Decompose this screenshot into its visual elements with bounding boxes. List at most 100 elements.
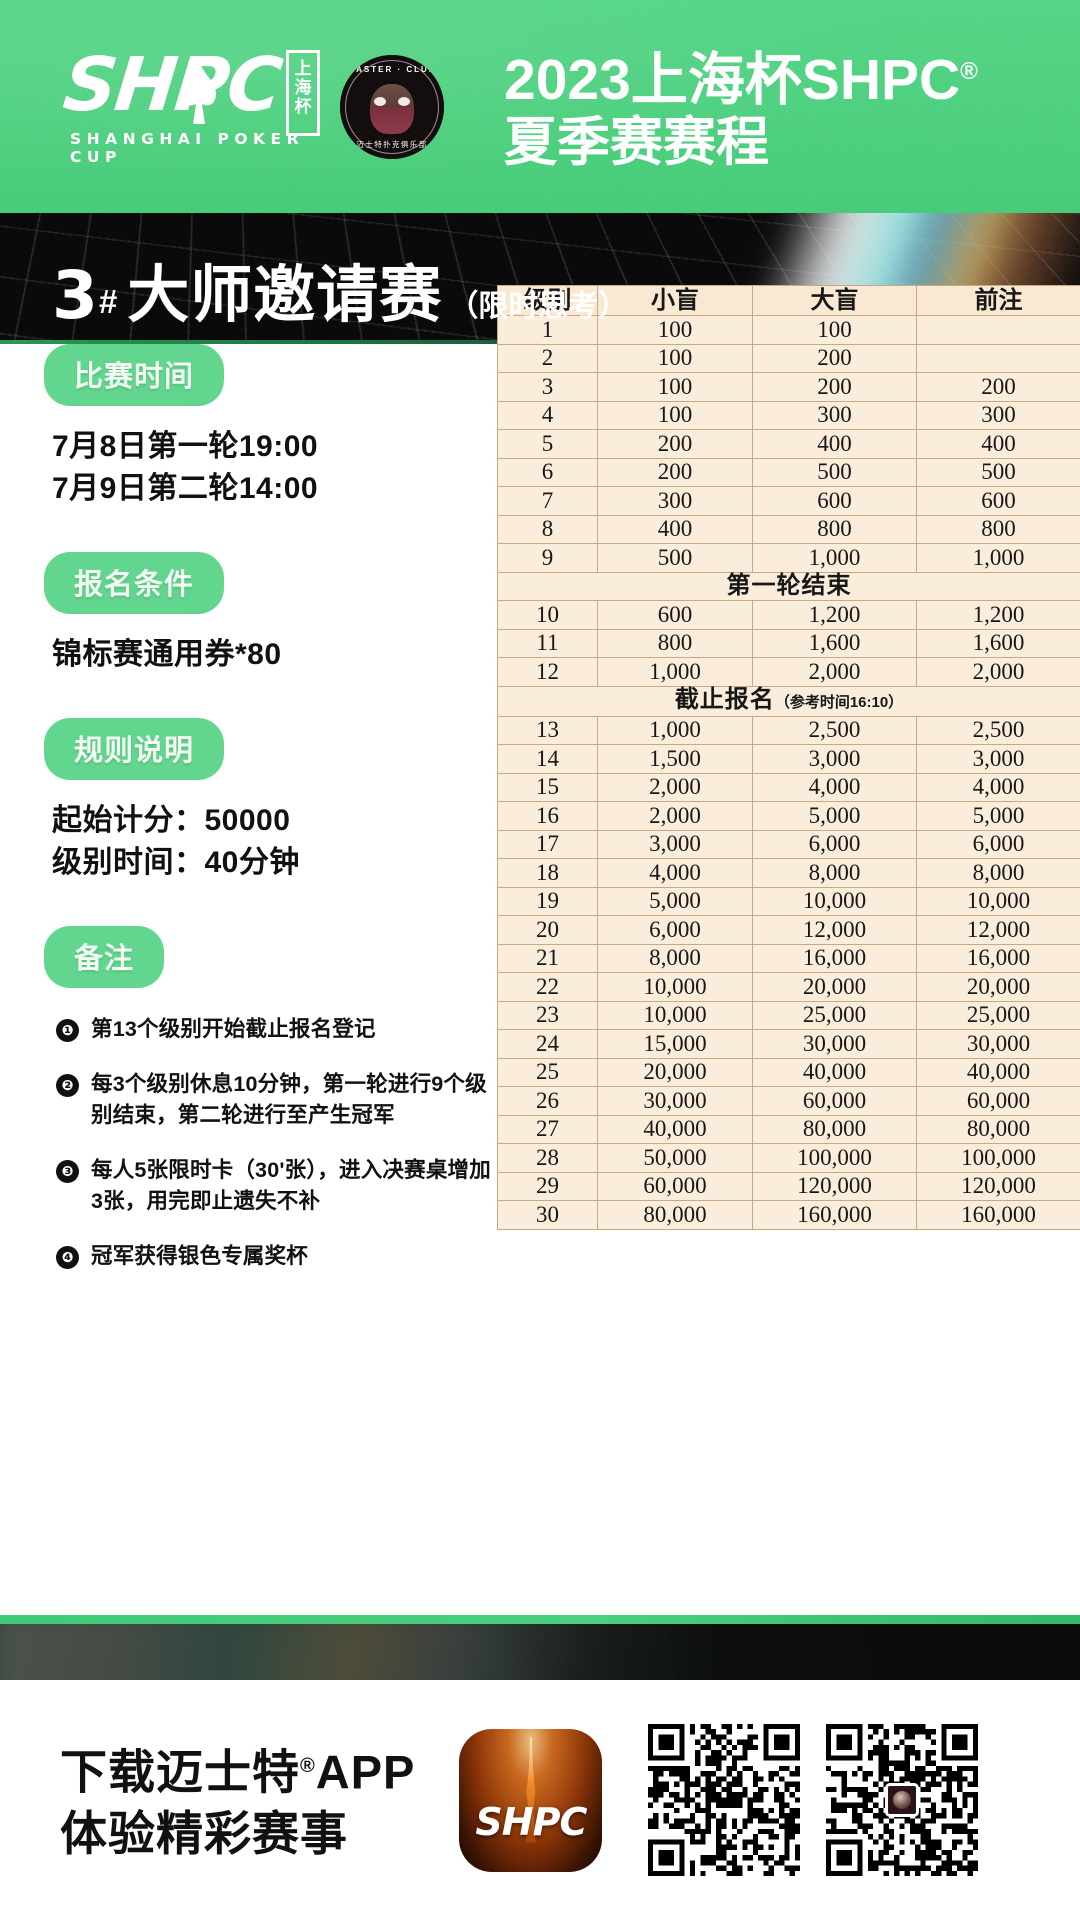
pill-match-time: 比赛时间: [44, 344, 225, 406]
cell-level: 24: [497, 1029, 598, 1059]
table-row: 29 60,000 120,000 120,000: [497, 1171, 1080, 1201]
cell-big-blind: 3,000: [752, 744, 917, 774]
footer-text: 下载迈士特®APP 体验精彩赛事: [60, 1735, 415, 1866]
divider-label: 截止报名（参考时间16:10）: [497, 685, 1080, 717]
cell-level: 10: [497, 600, 598, 630]
cell-big-blind: 10,000: [752, 886, 917, 916]
cell-level: 28: [497, 1143, 598, 1173]
table-row: 10 600 1,200 1,200: [497, 600, 1080, 630]
cell-small-blind: 40,000: [597, 1114, 753, 1144]
cell-big-blind: 500: [752, 457, 917, 487]
rules-line-2: 级别时间：40分钟: [52, 846, 300, 879]
footer-dark-band: [0, 1624, 1080, 1680]
info-column: 比赛时间 7月8日第一轮19:00 7月9日第二轮14:00 报名条件 锦标赛通…: [0, 344, 500, 1296]
footer-light-smear: [0, 1624, 720, 1680]
cell-small-blind: 800: [597, 628, 753, 658]
cell-big-blind: 200: [752, 372, 917, 402]
cell-level: 2: [497, 343, 598, 373]
cell-level: 15: [497, 772, 598, 802]
pill-entry-condition: 报名条件: [44, 552, 225, 614]
footer-line-2: 体验精彩赛事: [60, 1807, 348, 1861]
cell-ante: 1,000: [916, 543, 1080, 573]
app-icon-brand: SHPC: [475, 1799, 587, 1844]
cell-level: 21: [497, 943, 598, 973]
cell-ante: 400: [916, 429, 1080, 459]
note-text: 冠军获得银色专属奖杯: [91, 1244, 309, 1268]
note-number-icon: ❷: [56, 1074, 79, 1097]
col-header-bigblind: 大盲: [752, 285, 917, 316]
note-number-icon: ❹: [56, 1246, 79, 1269]
cell-level: 20: [497, 915, 598, 945]
cell-level: 13: [497, 715, 598, 745]
cell-big-blind: 1,000: [752, 543, 917, 573]
cell-big-blind: 100: [752, 315, 917, 345]
table-row: 5 200 400 400: [497, 429, 1080, 459]
match-time-body: 7月8日第一轮19:00 7月9日第二轮14:00: [52, 426, 500, 510]
cell-level: 11: [497, 628, 598, 658]
match-time-line-1: 7月8日第一轮19:00: [52, 430, 319, 463]
table-row: 27 40,000 80,000 80,000: [497, 1114, 1080, 1144]
cell-level: 19: [497, 886, 598, 916]
qr-center-logo-icon: [885, 1783, 920, 1817]
badge-ring: [345, 59, 439, 154]
table-row: 16 2,000 5,000 5,000: [497, 801, 1080, 831]
footer-green-strip: [0, 1615, 1080, 1624]
cell-small-blind: 200: [597, 457, 753, 487]
cell-ante: 160,000: [916, 1200, 1080, 1230]
app-icon[interactable]: SHPC: [459, 1728, 603, 1872]
rules-body: 起始计分：50000 级别时间：40分钟: [52, 800, 500, 884]
cell-small-blind: 2,000: [597, 801, 753, 831]
cell-small-blind: 300: [597, 486, 753, 516]
cell-level: 3: [497, 372, 598, 402]
table-row: 8 400 800 800: [497, 514, 1080, 544]
cell-level: 29: [497, 1171, 598, 1201]
table-row: 21 8,000 16,000 16,000: [497, 943, 1080, 973]
section-match-time: 比赛时间 7月8日第一轮19:00 7月9日第二轮14:00: [44, 344, 500, 510]
cell-ante: 120,000: [916, 1171, 1080, 1201]
event-qualifier: （限时思考）: [448, 290, 629, 323]
cell-small-blind: 80,000: [597, 1200, 753, 1230]
cell-ante: 80,000: [916, 1114, 1080, 1144]
qr-code-group: [648, 1724, 979, 1876]
cell-ante: 8,000: [916, 858, 1080, 888]
cell-big-blind: 100,000: [752, 1143, 917, 1173]
cell-ante: 2,500: [916, 715, 1080, 745]
cell-big-blind: 2,000: [752, 657, 917, 687]
table-row: 3 100 200 200: [497, 372, 1080, 402]
cell-ante: 600: [916, 486, 1080, 516]
table-row: 18 4,000 8,000 8,000: [497, 858, 1080, 888]
table-row: 20 6,000 12,000 12,000: [497, 915, 1080, 945]
pill-notes: 备注: [44, 926, 165, 988]
cell-ante: 3,000: [916, 744, 1080, 774]
cell-level: 22: [497, 972, 598, 1002]
badge-top-text: MASTER · CLUB: [347, 64, 437, 74]
cell-ante: 300: [916, 400, 1080, 430]
cell-ante: 5,000: [916, 801, 1080, 831]
event-name: 大师邀请赛: [127, 261, 443, 330]
cell-level: 9: [497, 543, 598, 573]
qr-wechat-code[interactable]: [826, 1724, 979, 1876]
cell-big-blind: 5,000: [752, 801, 917, 831]
note-item: ❸ 每人5张限时卡（30'张），进入决赛桌增加3张，用完即止遗失不补: [56, 1155, 496, 1217]
cell-small-blind: 100: [597, 343, 753, 373]
footer-registered-mark: ®: [300, 1754, 316, 1777]
cell-small-blind: 8,000: [597, 943, 753, 973]
cell-small-blind: 500: [597, 543, 753, 573]
table-row: 17 3,000 6,000 6,000: [497, 829, 1080, 859]
cell-level: 6: [497, 457, 598, 487]
cell-ante: 100,000: [916, 1143, 1080, 1173]
table-row: 9 500 1,000 1,000: [497, 543, 1080, 573]
table-header-row: 级别 小盲 大盲 前注: [497, 285, 1080, 316]
cell-level: 4: [497, 400, 598, 430]
cell-big-blind: 4,000: [752, 772, 917, 802]
col-header-ante: 前注: [916, 285, 1080, 316]
cell-small-blind: 100: [597, 372, 753, 402]
cell-small-blind: 10,000: [597, 972, 753, 1002]
cell-ante: 16,000: [916, 943, 1080, 973]
cell-ante: 200: [916, 372, 1080, 402]
cell-small-blind: 4,000: [597, 858, 753, 888]
cell-level: 18: [497, 858, 598, 888]
cell-ante: 4,000: [916, 772, 1080, 802]
qr-download-code[interactable]: [648, 1724, 801, 1876]
cell-level: 5: [497, 429, 598, 459]
